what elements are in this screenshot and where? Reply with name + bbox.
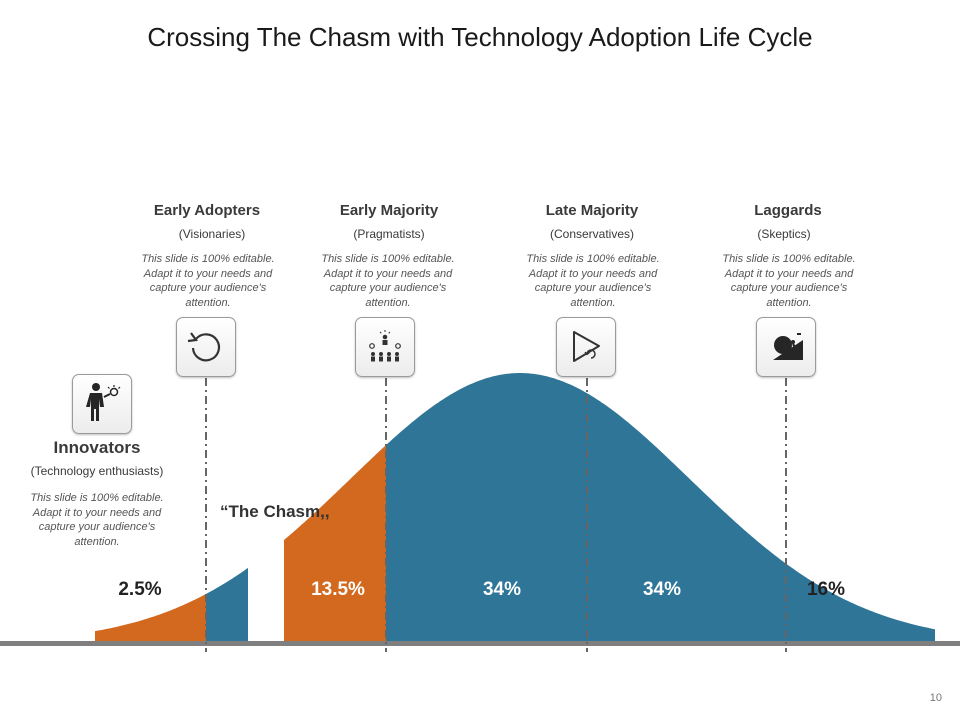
laggards-description: This slide is 100% editable. Adapt it to…: [722, 253, 856, 309]
majority-laggards-area: [386, 373, 935, 643]
laggards-subtitle: (Skeptics): [757, 227, 811, 241]
early-adopters-subtitle: (Visionaries): [178, 227, 246, 241]
play-replay-icon: [573, 331, 600, 362]
chasm-gap: [248, 560, 284, 646]
early-adopters-icon-box: [176, 317, 236, 377]
innovators-percent: 2.5%: [118, 579, 162, 600]
late-majority-subtitle: (Conservatives): [549, 227, 635, 241]
page-number: 10: [929, 692, 942, 704]
businessman-idea-icon: [86, 383, 121, 421]
late-majority-percent: 34%: [642, 579, 682, 600]
early-adopters-area-pre-chasm: [206, 567, 248, 643]
early-adopters-description: This slide is 100% editable. Adapt it to…: [141, 253, 275, 309]
boulder-uphill-icon: [773, 333, 803, 360]
innovators-subtitle: (Technology enthusiasts): [30, 464, 164, 478]
laggards-heading: Laggards: [754, 202, 822, 219]
laggards-icon-box: [756, 317, 816, 377]
laggards-percent: 16%: [806, 579, 846, 600]
early-majority-subtitle: (Pragmatists): [353, 227, 425, 241]
early-majority-description: This slide is 100% editable. Adapt it to…: [321, 253, 455, 309]
chasm-label: “The Chasm,,: [220, 502, 330, 521]
early-majority-percent: 34%: [482, 579, 522, 600]
early-adopters-area-post-chasm: [284, 445, 386, 643]
early-majority-icon-box: [355, 317, 415, 377]
early-adopters-heading: Early Adopters: [153, 202, 261, 219]
baseline-axis: [0, 641, 960, 646]
innovators-icon-box: [72, 374, 132, 434]
early-majority-heading: Early Majority: [339, 202, 439, 219]
early-adopters-percent: 13.5%: [311, 579, 365, 600]
slide-title: Crossing The Chasm with Technology Adopt…: [147, 22, 813, 52]
innovators-description: This slide is 100% editable. Adapt it to…: [30, 492, 164, 548]
innovators-heading: Innovators: [53, 438, 141, 457]
innovators-area: [95, 594, 206, 643]
late-majority-heading: Late Majority: [545, 202, 639, 219]
late-majority-icon-box: [556, 317, 616, 377]
late-majority-description: This slide is 100% editable. Adapt it to…: [526, 253, 660, 309]
team-leader-icon: [369, 330, 401, 362]
refresh-cycle-icon: [187, 332, 221, 362]
